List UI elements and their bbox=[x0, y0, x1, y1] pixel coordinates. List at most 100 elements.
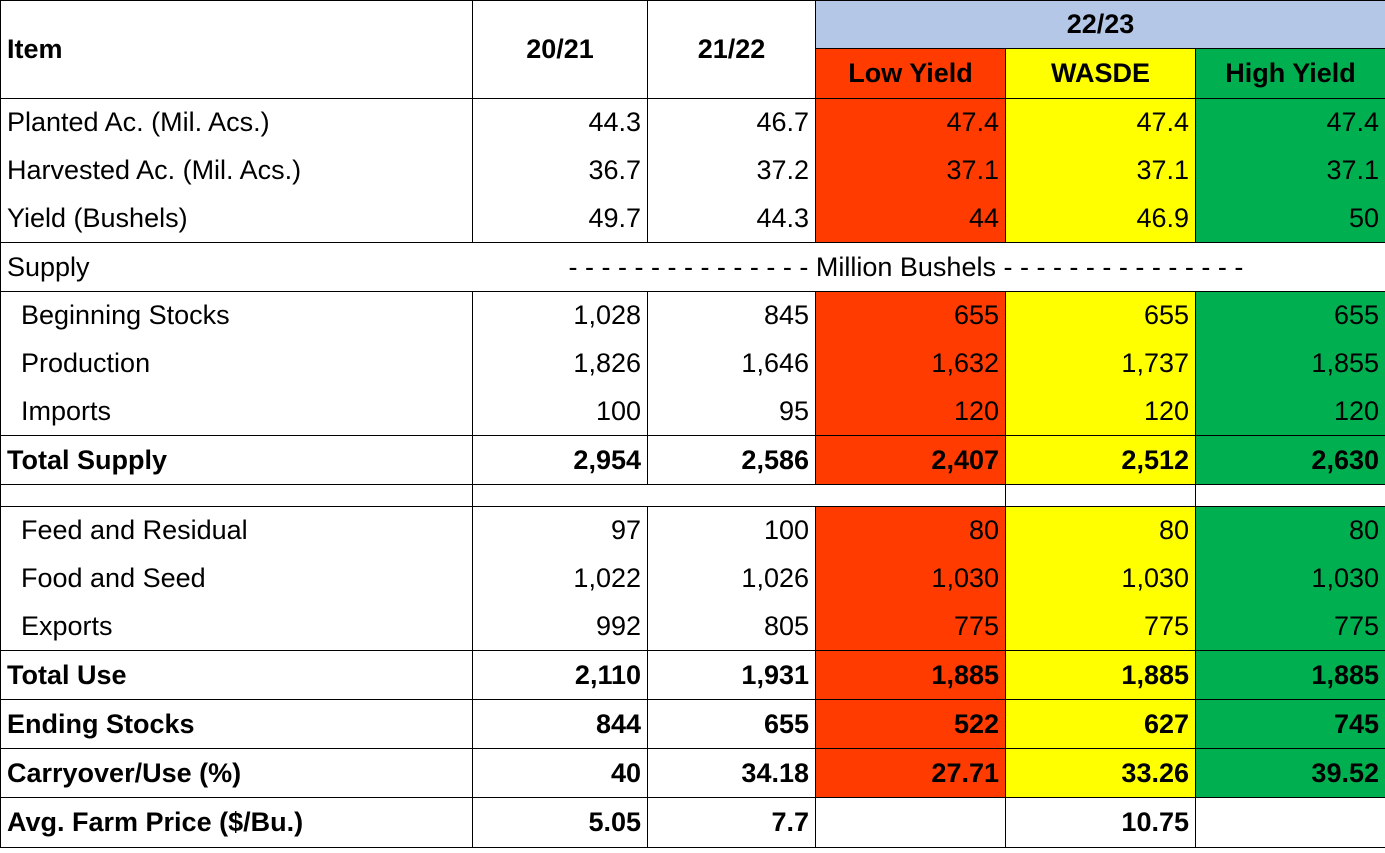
row-total-use: Total Use 2,110 1,931 1,885 1,885 1,885 bbox=[0, 650, 1385, 700]
imports-2021: 100 bbox=[472, 387, 648, 436]
price-high bbox=[1195, 797, 1385, 848]
row-planted: Planted Ac. (Mil. Acs.) 44.3 46.7 47.4 4… bbox=[0, 98, 1385, 147]
header-high-yield: High Yield bbox=[1195, 48, 1385, 99]
header-wasde: WASDE bbox=[1005, 48, 1196, 99]
production-high: 1,855 bbox=[1195, 339, 1385, 388]
production-2021: 1,826 bbox=[472, 339, 648, 388]
total-supply-wasde: 2,512 bbox=[1005, 435, 1196, 485]
carryover-low: 27.71 bbox=[815, 748, 1006, 798]
row-yield: Yield (Bushels) 49.7 44.3 44 46.9 50 bbox=[0, 194, 1385, 243]
food-high: 1,030 bbox=[1195, 554, 1385, 603]
total-use-wasde: 1,885 bbox=[1005, 650, 1196, 700]
ending-2021: 844 bbox=[472, 699, 648, 749]
total-supply-2021: 2,954 bbox=[472, 435, 648, 485]
imports-2122: 95 bbox=[647, 387, 816, 436]
spacer-cell bbox=[0, 484, 473, 507]
feed-low: 80 bbox=[815, 506, 1006, 555]
harvested-wasde: 37.1 bbox=[1005, 146, 1196, 195]
label-beginning-stocks: Beginning Stocks bbox=[0, 291, 473, 340]
row-feed-residual: Feed and Residual 97 100 80 80 80 bbox=[0, 506, 1385, 555]
header-2122: 21/22 bbox=[647, 0, 816, 99]
label-exports: Exports bbox=[0, 602, 473, 651]
planted-low: 47.4 bbox=[815, 98, 1006, 147]
label-total-use: Total Use bbox=[0, 650, 473, 700]
total-use-2122: 1,931 bbox=[647, 650, 816, 700]
total-supply-high: 2,630 bbox=[1195, 435, 1385, 485]
label-carryover-use: Carryover/Use (%) bbox=[0, 748, 473, 798]
planted-wasde: 47.4 bbox=[1005, 98, 1196, 147]
label-production: Production bbox=[0, 339, 473, 388]
price-wasde: 10.75 bbox=[1005, 797, 1196, 848]
imports-low: 120 bbox=[815, 387, 1006, 436]
total-supply-2122: 2,586 bbox=[647, 435, 816, 485]
exports-low: 775 bbox=[815, 602, 1006, 651]
carryover-high: 39.52 bbox=[1195, 748, 1385, 798]
imports-wasde: 120 bbox=[1005, 387, 1196, 436]
row-harvested: Harvested Ac. (Mil. Acs.) 36.7 37.2 37.1… bbox=[0, 146, 1385, 195]
price-2021: 5.05 bbox=[472, 797, 648, 848]
row-supply-section: Supply - - - - - - - - - - - - - - - Mil… bbox=[0, 242, 1385, 292]
ending-low: 522 bbox=[815, 699, 1006, 749]
label-avg-farm-price: Avg. Farm Price ($/Bu.) bbox=[0, 797, 473, 848]
carryover-2021: 40 bbox=[472, 748, 648, 798]
label-yield: Yield (Bushels) bbox=[0, 194, 473, 243]
feed-2021: 97 bbox=[472, 506, 648, 555]
feed-high: 80 bbox=[1195, 506, 1385, 555]
food-low: 1,030 bbox=[815, 554, 1006, 603]
beginning-low: 655 bbox=[815, 291, 1006, 340]
exports-2021: 992 bbox=[472, 602, 648, 651]
feed-2122: 100 bbox=[647, 506, 816, 555]
exports-wasde: 775 bbox=[1005, 602, 1196, 651]
beginning-2122: 845 bbox=[647, 291, 816, 340]
planted-2021: 44.3 bbox=[472, 98, 648, 147]
production-wasde: 1,737 bbox=[1005, 339, 1196, 388]
beginning-2021: 1,028 bbox=[472, 291, 648, 340]
row-imports: Imports 100 95 120 120 120 bbox=[0, 387, 1385, 436]
row-ending-stocks: Ending Stocks 844 655 522 627 745 bbox=[0, 699, 1385, 749]
ending-high: 745 bbox=[1195, 699, 1385, 749]
yield-wasde: 46.9 bbox=[1005, 194, 1196, 243]
exports-high: 775 bbox=[1195, 602, 1385, 651]
yield-high: 50 bbox=[1195, 194, 1385, 243]
row-exports: Exports 992 805 775 775 775 bbox=[0, 602, 1385, 651]
label-feed-residual: Feed and Residual bbox=[0, 506, 473, 555]
production-low: 1,632 bbox=[815, 339, 1006, 388]
row-total-supply: Total Supply 2,954 2,586 2,407 2,512 2,6… bbox=[0, 435, 1385, 485]
food-2021: 1,022 bbox=[472, 554, 648, 603]
spacer-cell bbox=[1195, 484, 1385, 507]
row-spacer bbox=[0, 484, 1385, 507]
total-supply-low: 2,407 bbox=[815, 435, 1006, 485]
harvested-high: 37.1 bbox=[1195, 146, 1385, 195]
food-wasde: 1,030 bbox=[1005, 554, 1196, 603]
harvested-low: 37.1 bbox=[815, 146, 1006, 195]
section-supply-label: Supply bbox=[0, 242, 473, 292]
total-use-2021: 2,110 bbox=[472, 650, 648, 700]
beginning-wasde: 655 bbox=[1005, 291, 1196, 340]
price-2122: 7.7 bbox=[647, 797, 816, 848]
harvested-2122: 37.2 bbox=[647, 146, 816, 195]
food-2122: 1,026 bbox=[647, 554, 816, 603]
label-planted: Planted Ac. (Mil. Acs.) bbox=[0, 98, 473, 147]
planted-high: 47.4 bbox=[1195, 98, 1385, 147]
row-beginning-stocks: Beginning Stocks 1,028 845 655 655 655 bbox=[0, 291, 1385, 340]
production-2122: 1,646 bbox=[647, 339, 816, 388]
header-row-scenarios: Low Yield WASDE High Yield bbox=[1, 48, 1385, 99]
ending-wasde: 627 bbox=[1005, 699, 1196, 749]
label-food-seed: Food and Seed bbox=[0, 554, 473, 603]
ending-2122: 655 bbox=[647, 699, 816, 749]
row-food-seed: Food and Seed 1,022 1,026 1,030 1,030 1,… bbox=[0, 554, 1385, 603]
exports-2122: 805 bbox=[647, 602, 816, 651]
harvested-2021: 36.7 bbox=[472, 146, 648, 195]
beginning-high: 655 bbox=[1195, 291, 1385, 340]
header-item: Item bbox=[0, 0, 473, 99]
spacer-cell bbox=[472, 484, 1006, 507]
label-total-supply: Total Supply bbox=[0, 435, 473, 485]
label-harvested: Harvested Ac. (Mil. Acs.) bbox=[0, 146, 473, 195]
spacer-cell bbox=[1005, 484, 1196, 507]
yield-2122: 44.3 bbox=[647, 194, 816, 243]
unit-note: - - - - - - - - - - - - - - - Million Bu… bbox=[472, 242, 1385, 292]
row-carryover-use: Carryover/Use (%) 40 34.18 27.71 33.26 3… bbox=[0, 748, 1385, 798]
header-2021: 20/21 bbox=[472, 0, 648, 99]
planted-2122: 46.7 bbox=[647, 98, 816, 147]
